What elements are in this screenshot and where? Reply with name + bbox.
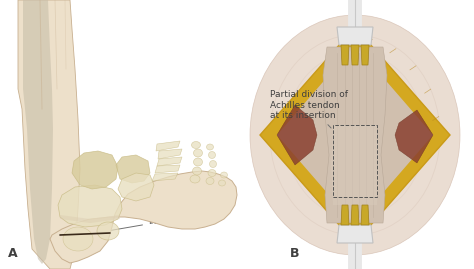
- Polygon shape: [351, 205, 359, 225]
- Polygon shape: [152, 173, 178, 181]
- Polygon shape: [331, 125, 379, 205]
- Ellipse shape: [207, 144, 213, 150]
- Polygon shape: [58, 185, 122, 227]
- Polygon shape: [156, 141, 180, 151]
- Ellipse shape: [210, 161, 217, 168]
- Polygon shape: [341, 45, 349, 65]
- Polygon shape: [395, 110, 433, 163]
- Bar: [333, 125, 377, 197]
- Polygon shape: [157, 157, 182, 166]
- Ellipse shape: [63, 227, 93, 251]
- Polygon shape: [116, 155, 150, 183]
- Ellipse shape: [193, 158, 202, 166]
- Polygon shape: [155, 165, 180, 173]
- Polygon shape: [277, 45, 433, 225]
- Ellipse shape: [192, 167, 201, 175]
- Text: Partial division of
Achilles tendon
at its insertion: Partial division of Achilles tendon at i…: [270, 90, 348, 128]
- Ellipse shape: [190, 175, 200, 183]
- Polygon shape: [341, 205, 349, 225]
- Text: Incision: Incision: [93, 217, 182, 233]
- Text: A: A: [8, 247, 18, 260]
- Polygon shape: [60, 215, 120, 223]
- Polygon shape: [23, 0, 53, 264]
- Text: B: B: [290, 247, 300, 260]
- Polygon shape: [351, 45, 359, 65]
- Ellipse shape: [97, 222, 119, 240]
- Polygon shape: [158, 149, 182, 159]
- Polygon shape: [323, 47, 387, 223]
- Polygon shape: [361, 45, 369, 65]
- Polygon shape: [277, 105, 317, 165]
- Ellipse shape: [209, 151, 216, 158]
- Ellipse shape: [193, 149, 202, 157]
- Polygon shape: [361, 205, 369, 225]
- Polygon shape: [260, 27, 450, 243]
- Ellipse shape: [208, 169, 216, 176]
- Ellipse shape: [206, 178, 214, 185]
- Ellipse shape: [250, 15, 460, 255]
- Ellipse shape: [220, 172, 228, 178]
- Ellipse shape: [191, 141, 201, 148]
- Polygon shape: [337, 27, 373, 45]
- Polygon shape: [72, 151, 118, 189]
- Polygon shape: [50, 171, 237, 263]
- Polygon shape: [18, 0, 80, 269]
- Polygon shape: [118, 173, 154, 201]
- Ellipse shape: [219, 180, 226, 186]
- Polygon shape: [337, 225, 373, 243]
